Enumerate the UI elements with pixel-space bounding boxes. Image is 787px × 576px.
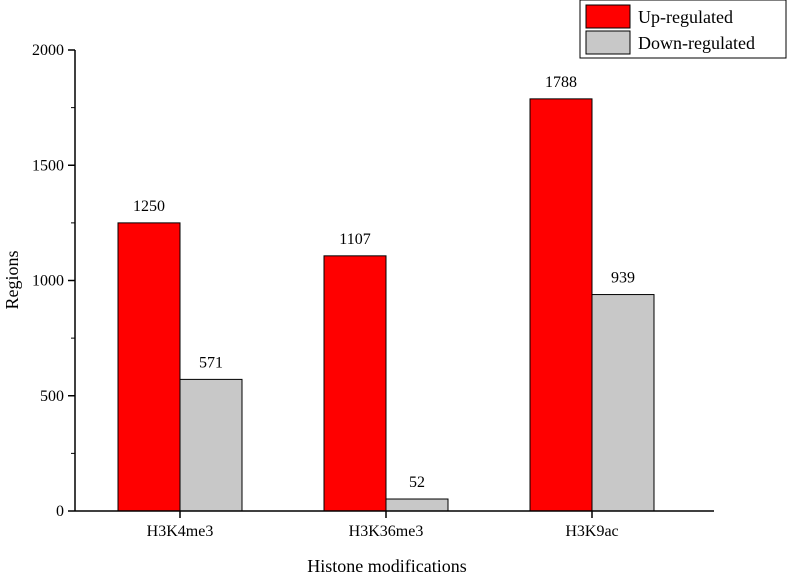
value-label-down-regulated-h3k4me3: 571 bbox=[199, 354, 223, 371]
y-ticks-group: 0 500 1000 1500 2000 bbox=[32, 42, 75, 520]
y-tick-label-1000: 1000 bbox=[32, 273, 64, 290]
value-labels-group: 1250 571 1107 52 1788 939 bbox=[133, 74, 635, 491]
x-tick-label-h3k36me3: H3K36me3 bbox=[349, 523, 424, 540]
y-tick-label-2000: 2000 bbox=[32, 42, 64, 59]
bar-up-regulated-h3k9ac bbox=[529, 98, 593, 512]
value-label-down-regulated-h3k9ac: 939 bbox=[611, 270, 635, 287]
y-tick-label-1500: 1500 bbox=[32, 157, 64, 174]
bar-up-regulated-h3k36me3 bbox=[323, 255, 387, 512]
value-label-down-regulated-h3k36me3: 52 bbox=[409, 474, 425, 491]
bar-down-regulated-h3k9ac bbox=[591, 294, 655, 512]
legend-label-down-regulated: Down-regulated bbox=[638, 33, 755, 53]
value-label-up-regulated-h3k9ac: 1788 bbox=[545, 74, 577, 91]
legend-swatch-up-regulated bbox=[585, 4, 631, 29]
x-axis-label: Histone modifications bbox=[307, 556, 466, 576]
legend-swatch-down-regulated bbox=[585, 30, 631, 55]
bar-down-regulated-h3k36me3 bbox=[385, 498, 449, 512]
bars-group bbox=[117, 98, 655, 512]
x-tick-label-h3k4me3: H3K4me3 bbox=[147, 523, 214, 540]
x-ticks-group: H3K4me3 H3K36me3 H3K9ac bbox=[147, 511, 619, 540]
value-label-up-regulated-h3k36me3: 1107 bbox=[339, 231, 370, 248]
value-label-up-regulated-h3k4me3: 1250 bbox=[133, 198, 165, 215]
legend-label-up-regulated: Up-regulated bbox=[638, 7, 733, 27]
bar-up-regulated-h3k4me3 bbox=[117, 222, 181, 512]
y-tick-label-0: 0 bbox=[56, 503, 64, 520]
bar-down-regulated-h3k4me3 bbox=[179, 378, 243, 512]
y-axis-label: Regions bbox=[2, 250, 22, 309]
y-tick-label-500: 500 bbox=[40, 388, 64, 405]
legend: Up-regulated Down-regulated bbox=[579, 0, 787, 59]
x-tick-label-h3k9ac: H3K9ac bbox=[565, 523, 618, 540]
